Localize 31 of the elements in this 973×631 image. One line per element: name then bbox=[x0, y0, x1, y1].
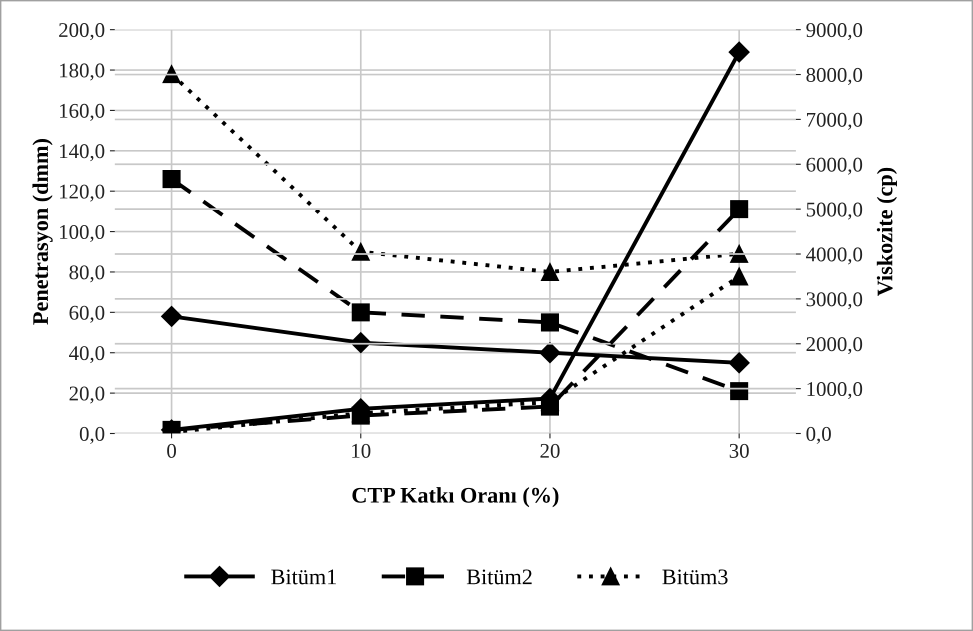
y2-tick-label: 2000,0 bbox=[806, 337, 862, 354]
y-tick-label: 0,0 bbox=[80, 426, 104, 444]
y-tick-label: 60,0 bbox=[70, 306, 104, 323]
x-tick-label: 20 bbox=[540, 444, 560, 458]
y2-tick-label: 4000,0 bbox=[806, 247, 862, 264]
y-tick-label: 180,0 bbox=[60, 63, 104, 80]
legend-label: Bitüm1 bbox=[271, 569, 336, 584]
y-tick-label: 140,0 bbox=[60, 144, 104, 162]
y-tick-label: 40,0 bbox=[69, 346, 104, 364]
y-axis-title: Penetrasyon (dmm) bbox=[32, 139, 53, 325]
y-tick-label: 80,0 bbox=[69, 265, 104, 282]
y-tick-label: 120,0 bbox=[60, 184, 104, 202]
legend-label: Bitüm3 bbox=[662, 569, 728, 584]
y-tick-label: 20,0 bbox=[70, 386, 104, 404]
y-tick-label: 200,0 bbox=[59, 23, 104, 40]
y2-tick-label: 0,0 bbox=[806, 426, 831, 444]
x-axis-title: CTP Katkı Oranı (%) bbox=[352, 487, 558, 508]
x-tick-label: 0 bbox=[167, 444, 176, 458]
y-tick-label: 160,0 bbox=[60, 104, 104, 121]
x-tick-label: 30 bbox=[730, 444, 749, 458]
y2-tick-label: 1000,0 bbox=[807, 382, 862, 400]
x-tick-label: 10 bbox=[352, 444, 370, 458]
y2-tick-label: 8000,0 bbox=[806, 68, 862, 85]
y-tick-label: 100,0 bbox=[60, 224, 104, 242]
y2-tick-label: 7000,0 bbox=[807, 112, 862, 130]
y2-tick-label: 6000,0 bbox=[806, 158, 862, 175]
legend-label: Bitüm2 bbox=[466, 569, 532, 584]
y2-tick-label: 5000,0 bbox=[806, 202, 862, 220]
y2-axis-title: Viskozite (cp) bbox=[876, 168, 897, 296]
y2-tick-label: 3000,0 bbox=[806, 292, 862, 310]
y2-tick-label: 9000,0 bbox=[806, 23, 862, 40]
